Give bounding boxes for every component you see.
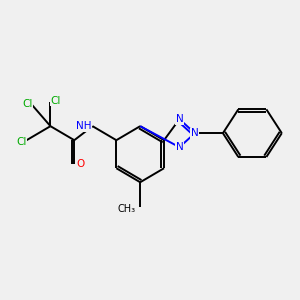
Text: N: N <box>176 114 183 124</box>
Text: Cl: Cl <box>16 136 27 147</box>
Text: N: N <box>191 128 199 138</box>
Text: Cl: Cl <box>50 96 61 106</box>
Text: CH₃: CH₃ <box>118 204 136 214</box>
Text: NH: NH <box>76 121 91 131</box>
Text: O: O <box>76 159 85 169</box>
Text: Cl: Cl <box>22 99 32 109</box>
Text: N: N <box>176 142 183 152</box>
